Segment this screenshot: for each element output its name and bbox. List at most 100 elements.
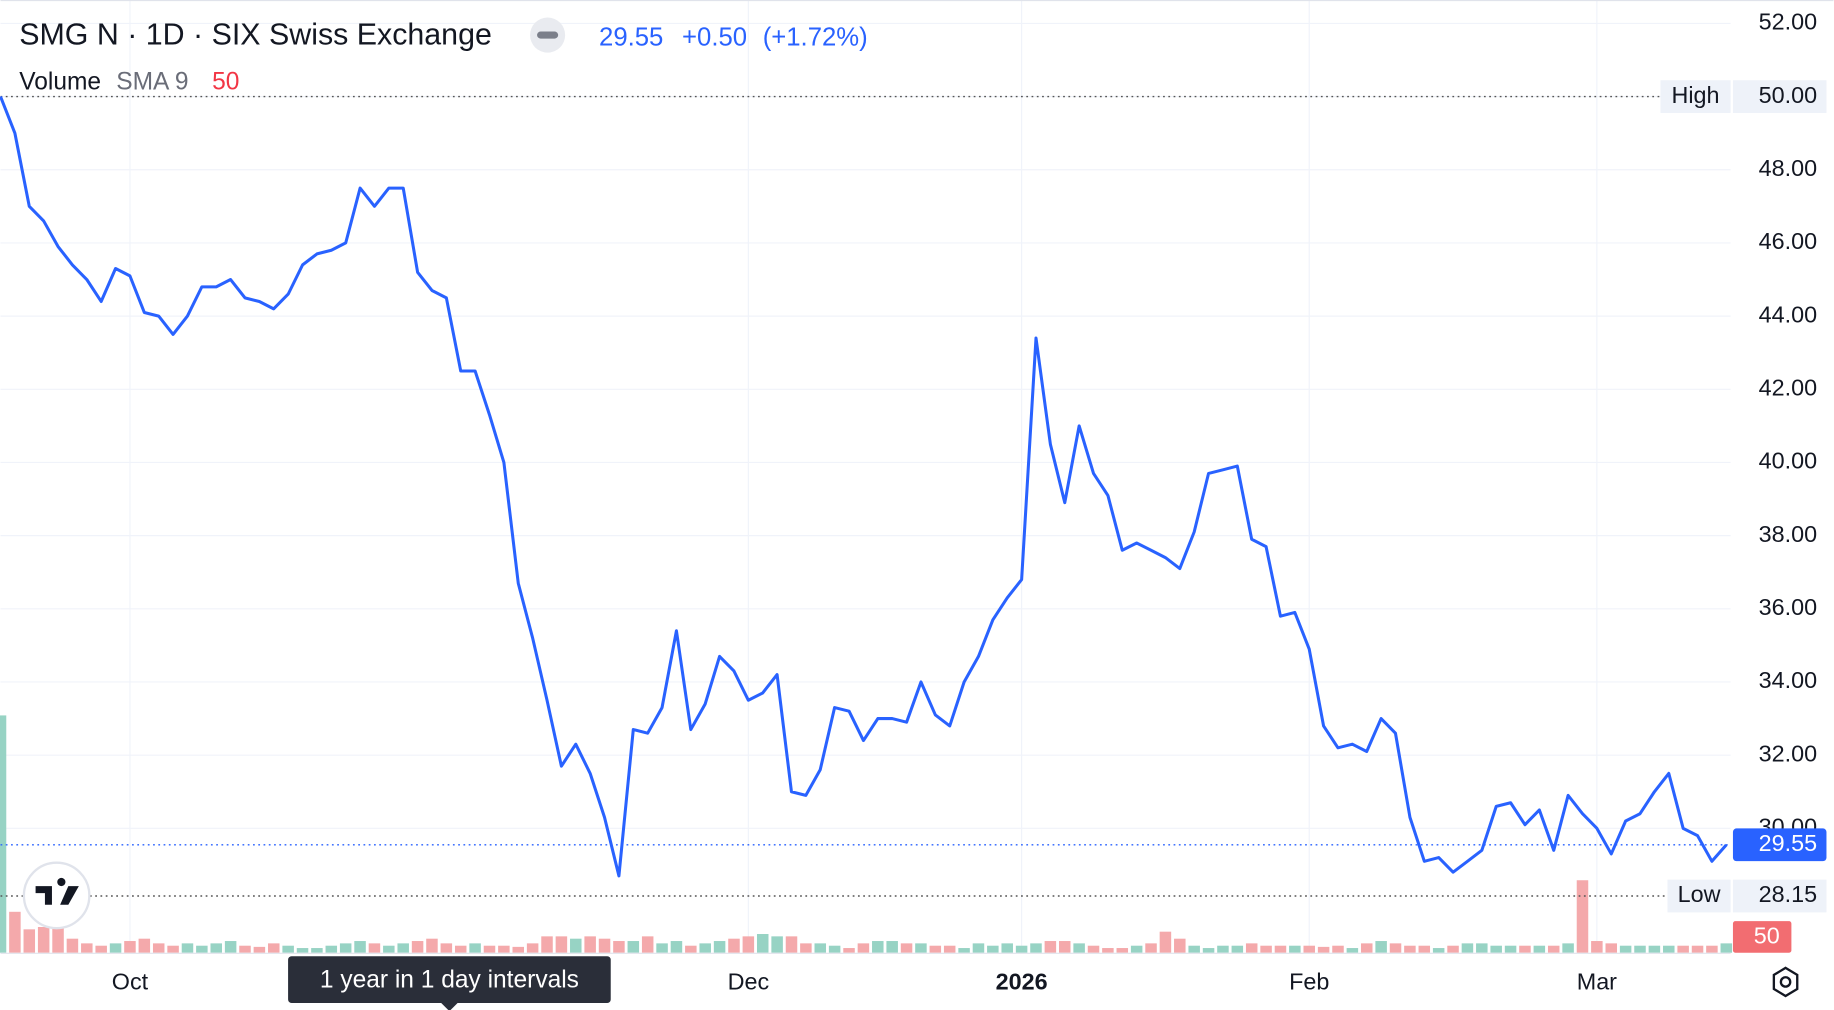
y-tick-label: 42.00 (1759, 374, 1817, 400)
grid (0, 0, 1731, 953)
volume-bar (81, 943, 93, 953)
volume-bar (311, 948, 323, 953)
volume-bar (1145, 943, 1157, 953)
volume-bar (1044, 941, 1057, 953)
y-tick-label: 36.00 (1759, 594, 1817, 620)
volume-bar (1030, 943, 1042, 953)
volume-label: Volume (19, 68, 101, 95)
y-tick-label: 52.00 (1759, 9, 1817, 35)
volume-bar (1116, 948, 1129, 953)
volume-bar (1418, 945, 1431, 953)
volume-bar (196, 945, 208, 953)
tooltip-arrow (441, 1002, 458, 1010)
volume-bar (1102, 948, 1114, 953)
x-tick-label: Dec (728, 968, 770, 994)
volume-bar (1476, 943, 1488, 953)
volume-bar (1087, 945, 1100, 953)
volume-bar (1274, 945, 1287, 953)
volume-bar (483, 945, 496, 953)
volume-bar (454, 945, 467, 953)
sma-label: SMA 9 (116, 68, 188, 95)
volume-bar (1404, 945, 1416, 953)
volume-bar (526, 943, 539, 953)
quote-last: 29.55 (599, 23, 663, 51)
settings-button[interactable] (1772, 966, 1799, 998)
low-label-box (1667, 879, 1731, 913)
volume-bar (987, 945, 999, 953)
x-tick-label: Mar (1577, 968, 1617, 994)
logo-mark (35, 877, 79, 905)
tooltip-box (288, 956, 611, 1003)
volume-bar (1317, 946, 1330, 953)
volume-bar (181, 943, 194, 953)
volume-bar (1432, 948, 1445, 953)
volume-bar (52, 924, 64, 953)
volume-bar (1691, 945, 1704, 953)
tradingview-logo[interactable] (22, 861, 91, 930)
volume-bar (124, 941, 136, 953)
sma-value: 50 (212, 68, 239, 95)
volume-bar (1073, 943, 1085, 953)
volume-bar (498, 945, 510, 953)
volume-bar (1231, 945, 1244, 953)
volume-bar (109, 943, 122, 953)
volume-bar (1490, 945, 1502, 953)
volume-bar (1245, 943, 1258, 953)
volume-bar (426, 938, 438, 953)
low-label: Low (1678, 881, 1721, 907)
volume-bar (1648, 945, 1661, 953)
chart-title: SMG N · 1D · SIX Swiss Exchange (19, 17, 492, 51)
volume-bar (613, 941, 625, 953)
volume-bar (9, 911, 21, 953)
volume-bar (383, 945, 395, 953)
volume-bar (857, 943, 870, 953)
volume-bar (37, 927, 50, 953)
volume-bar (1720, 943, 1733, 953)
volume-bar (1289, 945, 1301, 953)
high-label-box (1660, 80, 1731, 113)
volume-bar (713, 941, 726, 953)
collapse-icon (537, 31, 559, 39)
volume-bar (814, 943, 827, 953)
volume-bar (1519, 945, 1531, 953)
settings-dot (1779, 976, 1792, 988)
last-price-tag: 29.55 (1759, 830, 1817, 856)
volume-bar (1562, 943, 1574, 953)
y-tick-label: 34.00 (1759, 667, 1817, 693)
volume-bar (872, 941, 884, 953)
volume-bar (800, 943, 812, 953)
volume-bar (742, 936, 755, 953)
volume-bar (1346, 948, 1359, 953)
quote-change-pct: (+1.72%) (763, 23, 868, 51)
tooltip: 1 year in 1 day intervals (288, 956, 611, 1010)
volume-bar (66, 938, 79, 953)
volume-bar (210, 943, 222, 953)
volume-bar (1361, 943, 1373, 953)
volume-bar (685, 945, 697, 953)
volume-bar (972, 943, 985, 953)
volume-bar (1591, 941, 1603, 953)
tooltip-text: 1 year in 1 day intervals (320, 966, 579, 993)
volume-bar (570, 938, 582, 953)
volume-bar (1634, 945, 1646, 953)
volume-bar (541, 936, 553, 953)
volume-bar (397, 943, 409, 953)
volume-bar (1260, 945, 1272, 953)
y-tick-label: 38.00 (1759, 521, 1817, 547)
volume-bar (943, 945, 956, 953)
y-tick-label: 44.00 (1759, 301, 1817, 327)
low-value: 28.15 (1759, 881, 1817, 907)
volume-bar (1547, 945, 1560, 953)
volume-bar (239, 945, 251, 953)
volume-bar (138, 938, 151, 953)
volume-bar (411, 941, 424, 953)
volume-bar (1058, 941, 1071, 953)
volume-bar (598, 938, 611, 953)
volume-bar (469, 943, 481, 953)
volume-bar (1375, 941, 1387, 953)
volume-bar (958, 948, 970, 953)
volume-bar (0, 715, 7, 953)
last-price-box (1732, 828, 1827, 862)
